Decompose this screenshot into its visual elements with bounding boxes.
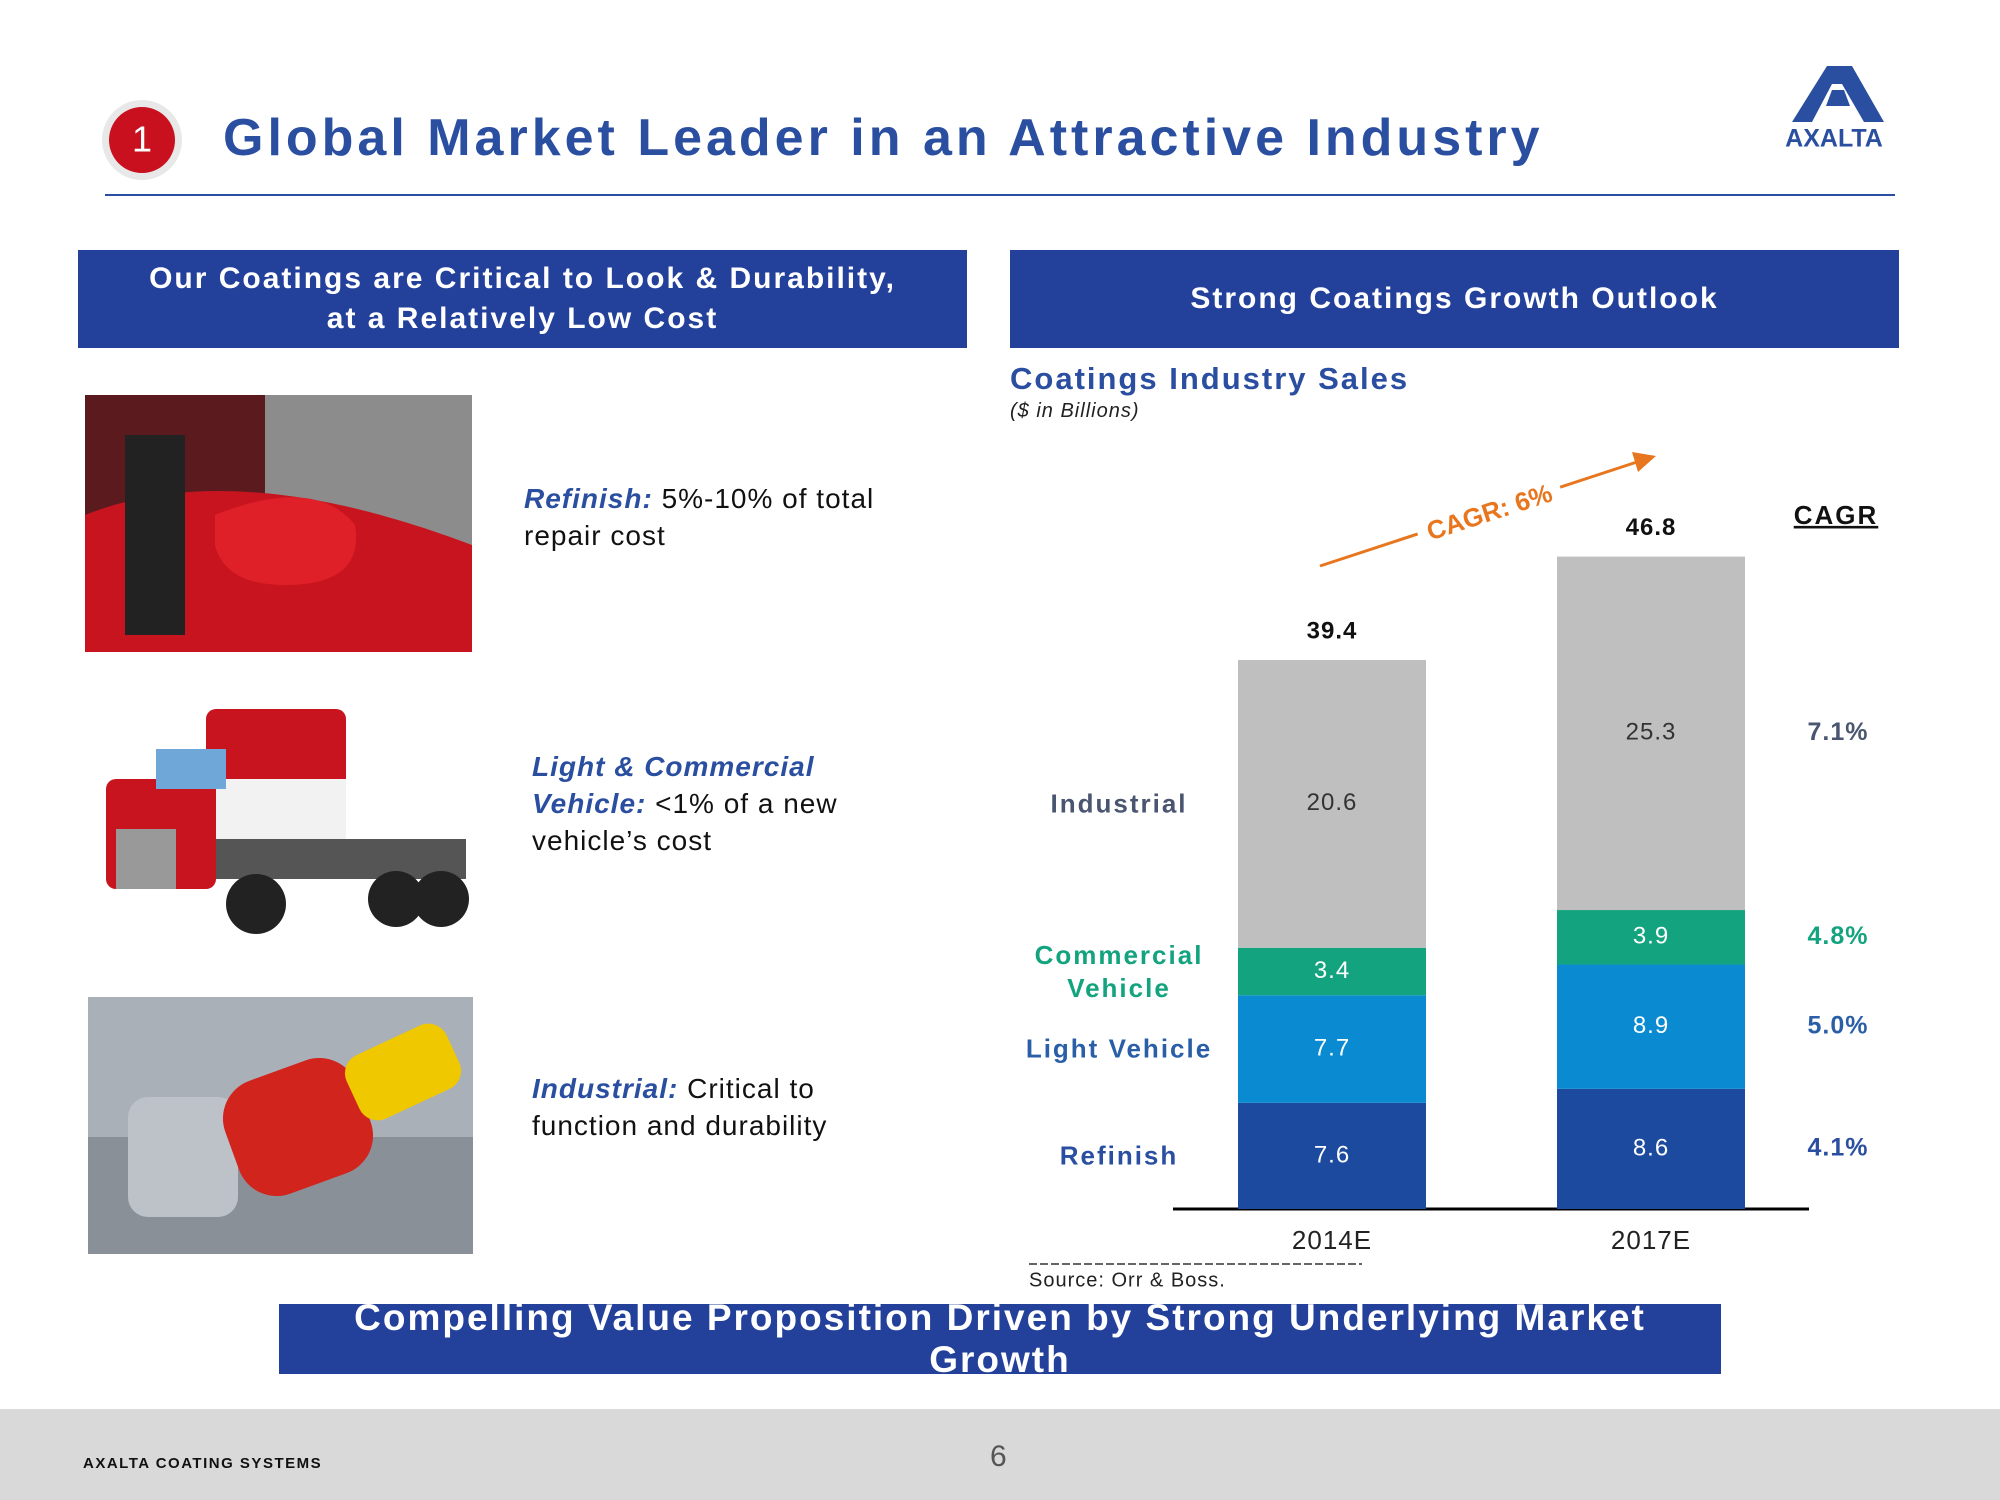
logo-text: AXALTA (1785, 125, 1883, 153)
footer-company: AXALTA COATING SYSTEMS (83, 1455, 323, 1472)
chart-subtitle: ($ in Billions) (1010, 400, 1140, 422)
car-photo (85, 395, 472, 652)
number-badge: 1 (102, 100, 182, 180)
footer (0, 1409, 2000, 1500)
page-number: 6 (990, 1440, 1007, 1473)
cagr-label: 7.1% (1808, 718, 1869, 746)
cagr-header: CAGR (1794, 500, 1879, 530)
total-label: 39.4 (1307, 617, 1358, 644)
right-heading: Strong Coatings Growth Outlook (1010, 250, 1899, 348)
bar-segment (1238, 995, 1426, 1103)
bar-segment (1557, 964, 1745, 1089)
vehicle-text: Light & Commercial Vehicle: <1% of a new… (532, 748, 862, 859)
value-label: 8.9 (1633, 1012, 1669, 1039)
heading-line: at a Relatively Low Cost (326, 302, 719, 335)
value-label: 3.9 (1633, 923, 1669, 950)
annotation-bg (1412, 472, 1568, 556)
series-label: Industrial (1050, 788, 1188, 819)
logo: AXALTA (1785, 66, 1884, 153)
page-title: Global Market Leader in an Attractive In… (223, 109, 1544, 167)
cagr-label: 4.1% (1808, 1134, 1869, 1162)
bottom-banner: Compelling Value Proposition Driven by S… (279, 1297, 1721, 1380)
value-label: 7.7 (1314, 1034, 1350, 1061)
cagr-label: 4.8% (1808, 922, 1869, 950)
value-label: 20.6 (1307, 789, 1358, 816)
item-text: 5%-10% of total repair cost (524, 483, 875, 551)
badge-number: 1 (132, 119, 152, 160)
series-label: Refinish (1059, 1140, 1179, 1171)
title-rule (105, 194, 1895, 196)
arrow-head (1632, 452, 1656, 472)
industrial-photo (88, 997, 473, 1254)
bar-segment (1557, 1088, 1745, 1209)
industrial-text: Industrial: Critical to function and dur… (532, 1070, 862, 1144)
bar-segment (1238, 947, 1426, 996)
chart-title: Coatings Industry Sales (1010, 361, 1410, 396)
value-label: 7.6 (1314, 1141, 1350, 1168)
item-text: <1% of a new vehicle’s cost (532, 788, 838, 856)
bar-segment (1557, 910, 1745, 965)
series-label: Light Vehicle (1025, 1033, 1213, 1064)
refinish-text: Refinish: 5%-10% of total repair cost (524, 480, 904, 554)
x-tick-label: 2017E (1611, 1225, 1691, 1255)
source-note: Source: Orr & Boss. (1029, 1269, 1226, 1291)
item-text: Critical to function and durability (532, 1073, 828, 1141)
heading-line: Our Coatings are Critical to Look & Dura… (149, 262, 896, 295)
bar-segment (1238, 1102, 1426, 1209)
value-label: 3.4 (1314, 957, 1350, 984)
bar-segment (1238, 659, 1426, 948)
item-label: Light & Commercial Vehicle: (532, 751, 815, 819)
item-label: Industrial: (532, 1073, 679, 1104)
series-label: Commercial Vehicle (1034, 939, 1204, 1003)
cagr-label: 5.0% (1808, 1011, 1869, 1039)
total-label: 46.8 (1626, 514, 1677, 541)
cagr-annotation: CAGR: 6% (1423, 478, 1556, 547)
bar-segment (1557, 556, 1745, 911)
x-tick-label: 2014E (1292, 1225, 1372, 1255)
value-label: 8.6 (1633, 1134, 1669, 1161)
left-heading: Our Coatings are Critical to Look & Dura… (78, 250, 967, 348)
truck-photo (106, 709, 469, 934)
value-label: 25.3 (1626, 719, 1677, 746)
item-label: Refinish: (524, 483, 653, 514)
